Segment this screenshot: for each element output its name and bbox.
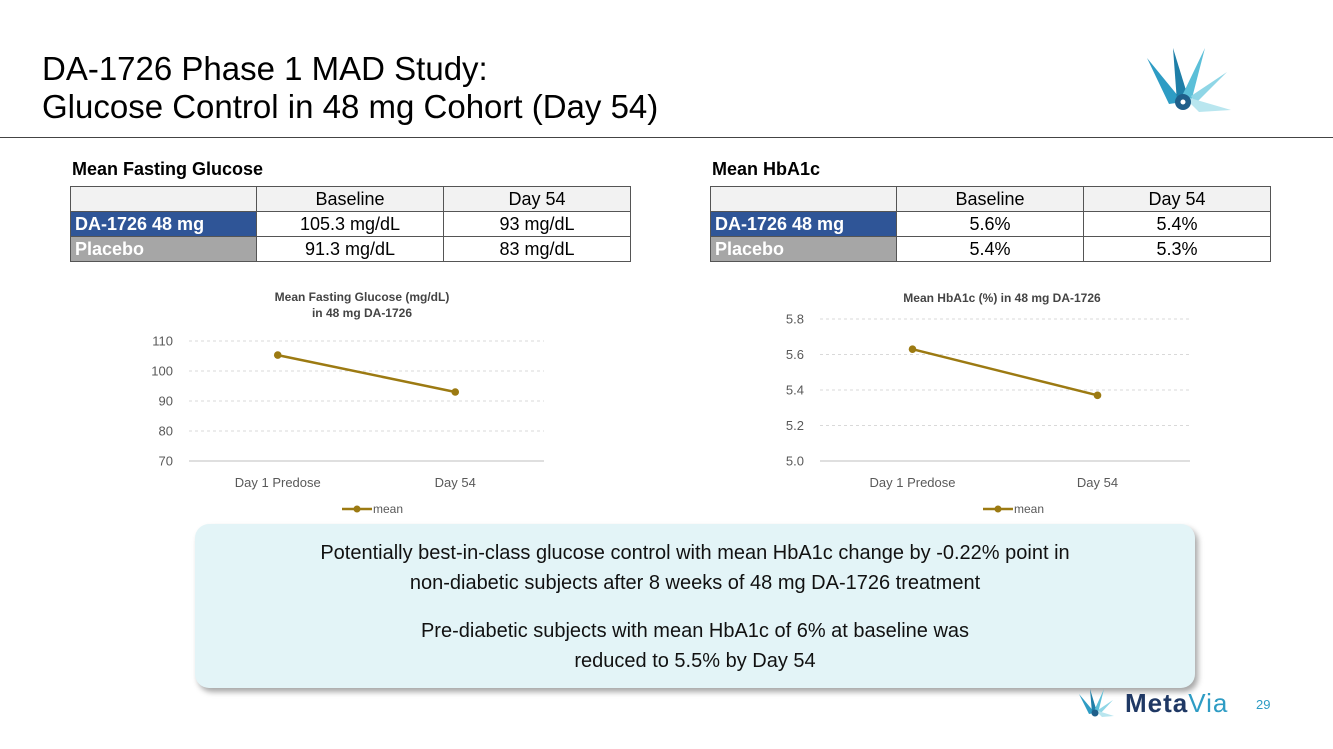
y-tick-label: 70: [159, 454, 173, 469]
chart-series: [908, 345, 1102, 400]
y-tick-label: 5.8: [786, 312, 804, 327]
row-label-placebo: Placebo: [70, 236, 257, 262]
table-row: Placebo 5.4% 5.3%: [710, 236, 1271, 262]
chart-series: [273, 351, 460, 396]
chart-legend: mean: [983, 502, 1044, 516]
header-cell-day54: Day 54: [1083, 186, 1271, 212]
chart-legend: mean: [342, 502, 403, 516]
chart-subtitle: in 48 mg DA-1726: [312, 306, 412, 320]
callout-paragraph-2: Pre-diabetic subjects with mean HbA1c of…: [195, 616, 1195, 676]
header-cell-baseline: Baseline: [896, 186, 1084, 212]
cell-value: 105.3 mg/dL: [256, 211, 444, 237]
legend-marker-swatch: [353, 505, 361, 513]
y-tick-label: 90: [159, 394, 173, 409]
cell-value: 5.4%: [1083, 211, 1271, 237]
series-line-mean: [277, 353, 456, 394]
metavia-logo-icon: [1147, 48, 1231, 112]
cell-value: 5.3%: [1083, 236, 1271, 262]
y-tick-label: 5.0: [786, 454, 804, 469]
callout-line: non-diabetic subjects after 8 weeks of 4…: [409, 572, 981, 594]
glucose-line-chart: Mean Fasting Glucose (mg/dL) in 48 mg DA…: [151, 290, 544, 516]
chart-gridlines: [820, 318, 1190, 462]
y-tick-label: 110: [152, 334, 173, 349]
header-cell-empty: [70, 186, 257, 212]
header-cell-baseline: Baseline: [256, 186, 444, 212]
chart-gridlines: [189, 340, 544, 462]
table-header-row: Baseline Day 54: [710, 186, 1271, 212]
y-tick-label: 100: [151, 364, 173, 379]
hba1c-line-chart: Mean HbA1c (%) in 48 mg DA-1726 5.05.25.…: [786, 291, 1190, 516]
y-tick-label: 5.6: [786, 347, 804, 362]
callout-line: Potentially best-in-class glucose contro…: [320, 542, 1070, 564]
hba1c-table-heading: Mean HbA1c: [712, 159, 821, 179]
footer-logo-icon: [1079, 689, 1114, 717]
chart-y-ticks: 70 80 90 100 110: [151, 334, 173, 469]
data-point: [273, 351, 282, 359]
row-label-drug: DA-1726 48 mg: [710, 211, 897, 237]
slide-title-line-1: DA-1726 Phase 1 MAD Study:: [42, 50, 488, 87]
legend-marker-swatch: [994, 505, 1002, 513]
footer-brand-wordmark: MetaVia: [1125, 688, 1228, 718]
header-cell-empty: [710, 186, 897, 212]
x-tick-label: Day 54: [435, 475, 476, 490]
chart-x-ticks: Day 1 Predose Day 54: [870, 475, 1119, 490]
callout-line: reduced to 5.5% by Day 54: [574, 650, 816, 672]
cell-value: 91.3 mg/dL: [256, 236, 444, 262]
data-point: [451, 388, 460, 396]
slide-title-line-2: Glucose Control in 48 mg Cohort (Day 54): [42, 88, 659, 125]
table-row: Placebo 91.3 mg/dL 83 mg/dL: [70, 236, 631, 262]
glucose-table: Baseline Day 54 DA-1726 48 mg 105.3 mg/d…: [70, 186, 631, 262]
x-tick-label: Day 1 Predose: [235, 475, 321, 490]
callout-paragraph-1: Potentially best-in-class glucose contro…: [195, 538, 1195, 598]
brand-part-meta: Meta: [1125, 688, 1189, 718]
chart-y-ticks: 5.0 5.2 5.4 5.6 5.8: [786, 312, 804, 469]
callout-line: Pre-diabetic subjects with mean HbA1c of…: [420, 620, 970, 642]
hba1c-table: Baseline Day 54 DA-1726 48 mg 5.6% 5.4% …: [710, 186, 1271, 262]
y-tick-label: 80: [159, 424, 173, 439]
chart-title: Mean Fasting Glucose (mg/dL): [275, 290, 450, 304]
cell-value: 5.4%: [896, 236, 1084, 262]
slide-title: DA-1726 Phase 1 MAD Study: Glucose Contr…: [42, 50, 942, 126]
y-tick-label: 5.4: [786, 383, 804, 398]
title-divider: [0, 137, 1333, 138]
table-header-row: Baseline Day 54: [70, 186, 631, 212]
row-label-placebo: Placebo: [710, 236, 897, 262]
x-tick-label: Day 1 Predose: [870, 475, 956, 490]
series-line-mean: [912, 347, 1098, 397]
legend-label: mean: [373, 502, 403, 516]
data-point: [1093, 391, 1102, 400]
data-point: [908, 345, 917, 353]
key-findings-callout: Potentially best-in-class glucose contro…: [195, 524, 1195, 688]
page-number: 29: [1256, 697, 1271, 712]
chart-x-ticks: Day 1 Predose Day 54: [235, 475, 476, 490]
table-row: DA-1726 48 mg 5.6% 5.4%: [710, 211, 1271, 237]
legend-label: mean: [1014, 502, 1044, 516]
brand-part-via: Via: [1188, 688, 1229, 718]
table-row: DA-1726 48 mg 105.3 mg/dL 93 mg/dL: [70, 211, 631, 237]
row-label-drug: DA-1726 48 mg: [70, 211, 257, 237]
glucose-table-heading: Mean Fasting Glucose: [72, 159, 264, 179]
y-tick-label: 5.2: [786, 418, 804, 433]
x-tick-label: Day 54: [1077, 475, 1118, 490]
header-cell-day54: Day 54: [443, 186, 631, 212]
cell-value: 5.6%: [896, 211, 1084, 237]
cell-value: 83 mg/dL: [443, 236, 631, 262]
chart-title: Mean HbA1c (%) in 48 mg DA-1726: [903, 291, 1101, 305]
cell-value: 93 mg/dL: [443, 211, 631, 237]
